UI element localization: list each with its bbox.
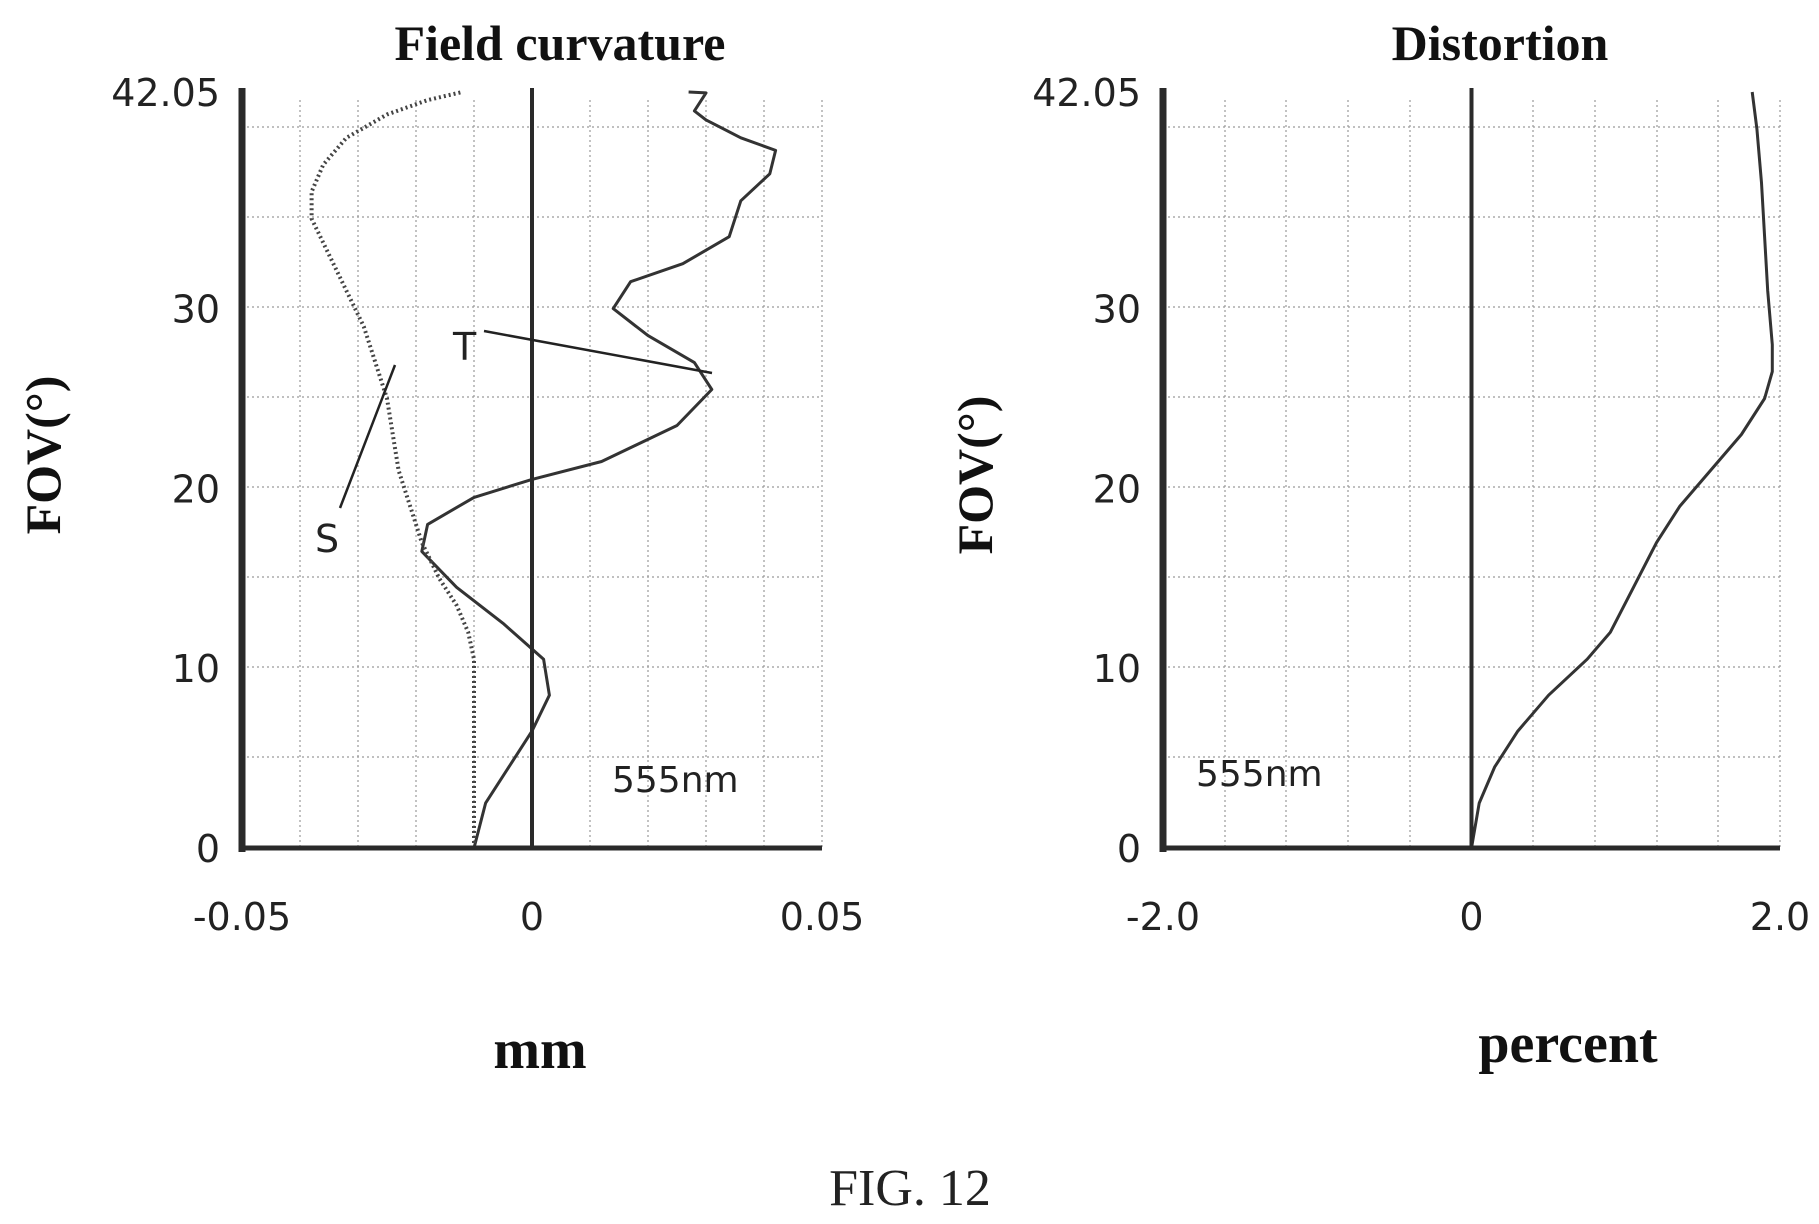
distortion-series-distortion-line	[1470, 91, 1774, 849]
distortion-y-tick-label: 20	[1093, 467, 1141, 511]
field-curvature-series-s-line	[309, 90, 476, 848]
field-curvature-y-tick-label: 20	[172, 467, 220, 511]
t-leader-line	[483, 329, 713, 375]
field-curvature-y-tick-label: 42.05	[111, 71, 220, 115]
field-curvature-curves	[309, 90, 778, 849]
t-curve-label: T	[452, 325, 477, 369]
field-curvature-xlabel: mm	[493, 1019, 586, 1081]
distortion-y-tick-label: 10	[1093, 647, 1141, 691]
distortion-y-tick-label: 42.05	[1032, 71, 1141, 115]
field-curvature-x-tick-label: 0.05	[780, 895, 865, 939]
field-curvature-wavelength-note: 555nm	[612, 760, 739, 801]
figure-caption: FIG. 12	[829, 1160, 991, 1217]
distortion-xlabel: percent	[1478, 1013, 1658, 1075]
distortion-ylabel: FOV(°)	[947, 396, 1003, 555]
distortion-x-tick-label: 2.0	[1750, 895, 1810, 939]
distortion-panel: Distortion 0 10 20 30 42.05 -2.0 0 2.0 555nm FO…	[947, 15, 1810, 1075]
field-curvature-y-tick-label: 0	[196, 827, 220, 871]
distortion-x-tick-label: 0	[1459, 895, 1483, 939]
field-curvature-ylabel: FOV(°)	[15, 376, 71, 535]
field-curvature-ticks: 0 10 20 30 42.05 -0.05 0 0.05	[111, 71, 864, 939]
field-curvature-panel: Field curvature 0 10 20 30 42.05 -0.05 0 0.05 5…	[15, 15, 864, 1081]
field-curvature-y-tick-label: 30	[172, 288, 220, 332]
s-curve-label: S	[315, 517, 339, 561]
distortion-curves	[1470, 91, 1774, 849]
distortion-y-tick-label: 0	[1117, 827, 1141, 871]
distortion-axes	[1159, 88, 1780, 852]
distortion-title: Distortion	[1392, 15, 1609, 71]
field-curvature-x-tick-label: 0	[520, 895, 544, 939]
distortion-y-tick-label: 30	[1093, 288, 1141, 332]
field-curvature-y-tick-label: 10	[172, 647, 220, 691]
field-curvature-series-t-line	[420, 90, 778, 849]
field-curvature-x-tick-label: -0.05	[193, 895, 291, 939]
distortion-wavelength-note: 555nm	[1196, 754, 1323, 795]
s-leader-line	[338, 364, 397, 509]
field-curvature-title: Field curvature	[395, 15, 726, 71]
distortion-x-tick-label: -2.0	[1126, 895, 1200, 939]
distortion-ticks: 0 10 20 30 42.05 -2.0 0 2.0	[1032, 71, 1810, 939]
field-curvature-axes	[238, 88, 822, 852]
